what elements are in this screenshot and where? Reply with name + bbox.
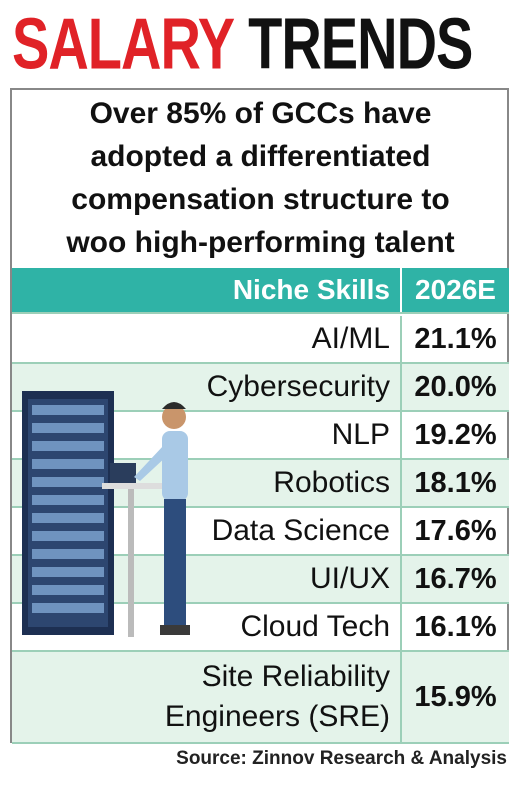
growth-value: 21.1% [414, 322, 497, 355]
hair [162, 402, 186, 409]
column-header: 2026E [415, 274, 496, 305]
arm [134, 445, 168, 481]
desk-leg [128, 489, 134, 637]
table-row: UI/UX 16.7% [12, 556, 509, 604]
skill-cell: UI/UX [12, 556, 402, 602]
skill-cell: Data Science [12, 508, 402, 554]
trousers [164, 499, 186, 629]
shoes [160, 625, 190, 635]
table-row: Data Science 17.6% [12, 508, 509, 556]
table-row: NLP 19.2% [12, 412, 509, 460]
growth-value: 15.9% [414, 680, 497, 713]
skill-cell: Robotics [12, 460, 402, 506]
title-black: TRENDS [248, 2, 473, 85]
skill-label: Site Reliability Engineers (SRE) [164, 660, 390, 733]
subtitle-line: compensation structure to [71, 183, 450, 216]
skill-cell: NLP [12, 412, 402, 458]
skill-cell: Cybersecurity [12, 364, 402, 410]
source: Source: Zinnov Research & Analysis [176, 748, 507, 769]
skill-label: Cybersecurity [206, 370, 390, 403]
skill-cell: Cloud Tech [12, 604, 402, 650]
skill-label: NLP [331, 418, 390, 451]
table-row: Site Reliability Engineers (SRE) 15.9% [12, 652, 509, 744]
shirt [162, 431, 188, 501]
growth-value: 16.1% [414, 610, 497, 643]
skill-label: Robotics [273, 466, 390, 499]
header-row: Niche Skills 2026E [12, 268, 509, 314]
skill-label: UI/UX [309, 562, 390, 595]
table-row: Robotics 18.1% [12, 460, 509, 508]
table-row: Cloud Tech 16.1% [12, 604, 509, 652]
table: Niche Skills 2026E AI/ML 21.1% Cybersecurity… [12, 268, 509, 744]
illustration [22, 391, 190, 637]
desk [102, 483, 188, 489]
subtitle-line: adopted a differentiated [90, 140, 431, 173]
subtitle-line: woo high-performing talent [66, 226, 455, 259]
skill-label: Cloud Tech [240, 610, 390, 643]
skill-cell: Site Reliability Engineers (SRE) [12, 652, 402, 742]
skill-cell: AI/ML [12, 316, 402, 362]
laptop [110, 463, 136, 483]
growth-value: 20.0% [414, 370, 497, 403]
head [162, 405, 186, 429]
growth-value: 18.1% [414, 466, 497, 499]
rack-shelves [32, 405, 104, 613]
skill-label: AI/ML [311, 322, 390, 355]
title-red: SALARY [12, 2, 235, 85]
table-row: AI/ML 21.1% [12, 316, 509, 364]
title: SALARY TRENDS [12, 2, 473, 86]
growth-value: 16.7% [414, 562, 497, 595]
growth-value: 19.2% [414, 418, 497, 451]
growth-value: 17.6% [414, 514, 497, 547]
table-row: Cybersecurity 20.0% [12, 364, 509, 412]
subtitle-line: Over 85% of GCCs have [89, 97, 432, 130]
subtitle: Over 85% of GCCs have adopted a different… [10, 92, 511, 264]
skill-label: Data Science [211, 514, 390, 547]
column-header: Niche Skills [12, 268, 402, 312]
